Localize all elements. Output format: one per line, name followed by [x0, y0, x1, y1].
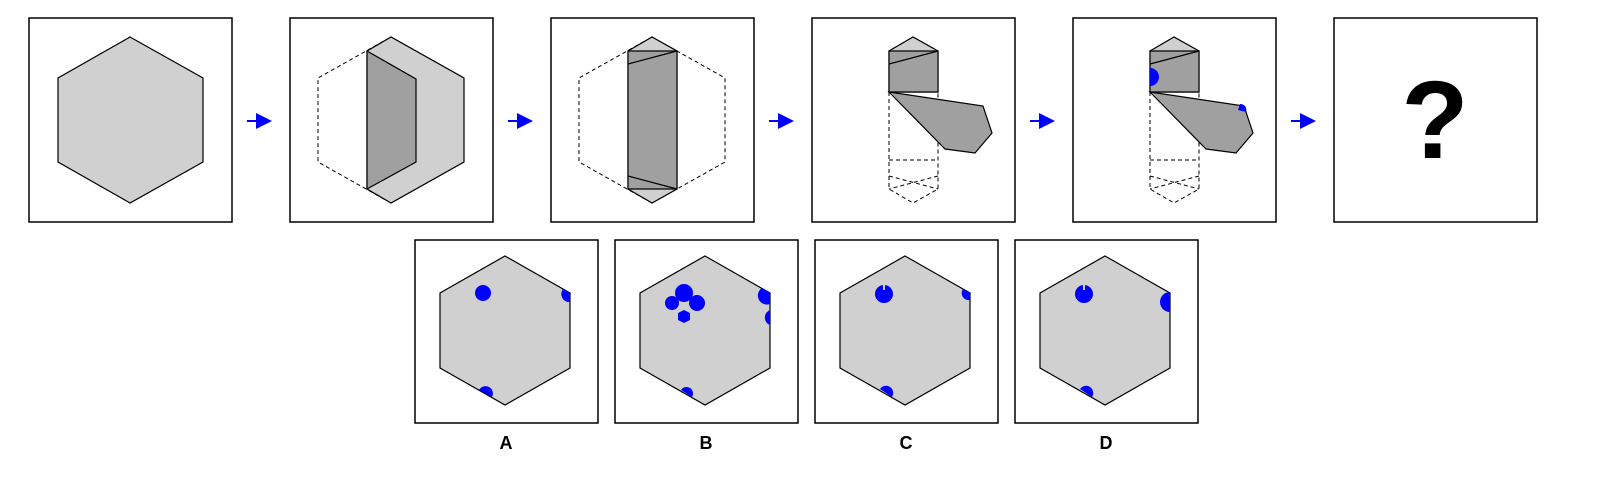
- punch-hole-icon: [1150, 68, 1159, 86]
- original-outline: [1149, 92, 1200, 204]
- step-3-panel: [550, 17, 755, 223]
- punch-hole-icon: [1080, 385, 1094, 397]
- folded-flap: [887, 91, 993, 154]
- punch-hole-icon: [880, 385, 894, 397]
- option-c[interactable]: C: [814, 239, 999, 453]
- punch-hole-icon: [764, 310, 770, 325]
- punch-hole-icon: [961, 289, 970, 301]
- punch-hole-icon: [475, 285, 491, 301]
- step-1-panel: [28, 17, 233, 223]
- punch-hole-icon: [678, 310, 690, 323]
- original-outline: [888, 92, 939, 204]
- punch-hole-icon: [561, 289, 570, 303]
- punch-hole-icon: [689, 295, 705, 311]
- punch-hole-icon: [675, 284, 693, 302]
- punch-hole-icon: [681, 386, 694, 397]
- punch-hole-icon: [665, 296, 679, 310]
- folded-flap: [1148, 91, 1254, 154]
- question-panel: ?: [1333, 17, 1538, 223]
- step-5-panel: [1072, 17, 1277, 223]
- question-mark: ?: [1401, 59, 1468, 182]
- option-label: B: [700, 433, 713, 453]
- option-b[interactable]: B: [614, 239, 799, 453]
- step-2-panel: [289, 17, 494, 223]
- folded-flap: [627, 50, 678, 190]
- option-label: A: [500, 433, 513, 453]
- option-label: D: [1100, 433, 1113, 453]
- punch-hole-icon: [1075, 285, 1093, 303]
- option-label: C: [900, 433, 913, 453]
- flat-hexagon: [57, 36, 204, 204]
- step-4-panel: [811, 17, 1016, 223]
- punch-hole-icon: [479, 386, 493, 397]
- option-a[interactable]: A: [414, 239, 599, 453]
- punch-hole-icon: [1160, 292, 1170, 312]
- option-d[interactable]: D: [1014, 239, 1199, 453]
- punch-hole-icon: [875, 285, 893, 303]
- punch-hole-icon: [1238, 103, 1247, 112]
- punch-hole-icon: [757, 288, 770, 305]
- folded-flap: [366, 49, 417, 191]
